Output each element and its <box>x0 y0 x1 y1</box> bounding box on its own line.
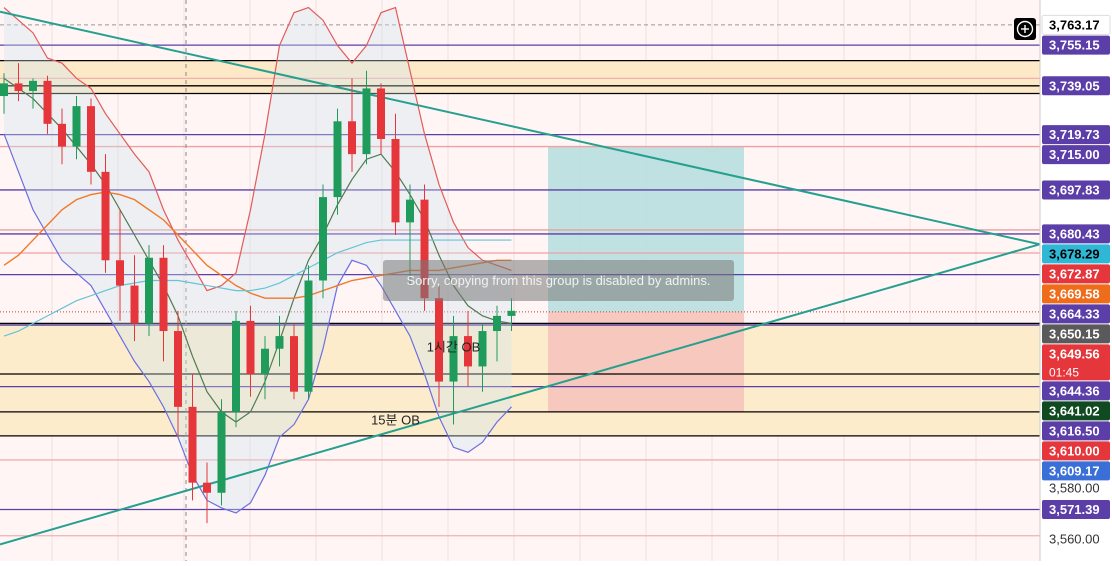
price-label-bg <box>1042 264 1110 284</box>
candle-body <box>72 106 81 147</box>
candle-body <box>43 80 52 124</box>
y-tick-label: 3,580.00 <box>1049 481 1100 496</box>
ob-zone <box>0 60 1040 94</box>
price-label-bg <box>1042 224 1110 244</box>
price-countdown: 01:45 <box>1049 365 1079 379</box>
candle-body <box>217 411 226 493</box>
price-label: 3,664.33 <box>1049 306 1100 321</box>
candle-body <box>0 83 8 97</box>
price-label-bg <box>1042 441 1110 461</box>
add-indicator-button[interactable] <box>1014 18 1036 40</box>
candle-body <box>406 199 414 223</box>
price-label-bg <box>1042 381 1110 401</box>
y-tick-label: 3,560.00 <box>1049 531 1100 546</box>
candle-body <box>145 257 153 324</box>
candle-body <box>507 310 516 316</box>
price-label: 3,672.87 <box>1049 266 1100 281</box>
price-label: 3,755.15 <box>1049 38 1100 53</box>
position-loss-zone <box>548 311 744 412</box>
price-label: 3,680.43 <box>1049 226 1100 241</box>
price-label: 3,678.29 <box>1049 246 1100 261</box>
candle-body <box>188 406 197 483</box>
price-label: 3,650.15 <box>1049 326 1100 341</box>
candle-body <box>464 336 472 367</box>
price-label: 3,610.00 <box>1049 443 1100 458</box>
ob-zone <box>0 323 1040 436</box>
trendline <box>0 243 1041 546</box>
trendline <box>0 10 1041 246</box>
candle-body <box>246 320 255 374</box>
price-label-bg <box>1042 461 1110 481</box>
price-label-bg <box>1042 284 1110 304</box>
candle-body <box>232 320 240 412</box>
price-label: 3,571.39 <box>1049 502 1100 517</box>
candle-body <box>203 482 211 493</box>
candle-body <box>493 315 501 332</box>
candle-body <box>449 336 458 382</box>
candle-body <box>348 121 356 155</box>
candle-body <box>319 197 327 281</box>
price-label-bg <box>1041 14 1111 35</box>
price-label: 3,763.17 <box>1049 17 1100 32</box>
price-label-bg <box>1042 324 1110 344</box>
price-label-bg <box>1042 344 1110 381</box>
price-label: 3,719.73 <box>1049 127 1100 142</box>
price-label: 3,715.00 <box>1049 147 1100 162</box>
candle-body <box>377 88 385 139</box>
candle-body <box>290 336 298 392</box>
candle-body <box>174 331 182 407</box>
price-label: 3,739.05 <box>1049 78 1100 93</box>
candle-body <box>14 83 23 91</box>
annotation-label: 1시간 OB <box>427 339 481 354</box>
candle-body <box>478 331 487 367</box>
annotation-label: 15분 OB <box>371 413 420 428</box>
candle-body <box>420 199 429 299</box>
bollinger-upper-line <box>3 6 512 292</box>
candle-body <box>362 88 371 155</box>
candle-body <box>101 171 110 261</box>
candle-body <box>333 121 342 198</box>
price-label-bg <box>1042 304 1110 324</box>
candle-body <box>391 138 400 223</box>
price-label-bg <box>1042 244 1110 264</box>
price-label-bg <box>1042 145 1110 165</box>
candle-body <box>159 257 168 332</box>
price-label-bg <box>1042 180 1110 200</box>
candle-body <box>275 336 284 349</box>
candle-body <box>116 260 124 286</box>
candle-body <box>130 285 139 324</box>
candle-body <box>58 123 66 147</box>
candle-body <box>435 298 443 382</box>
candle-body <box>261 348 269 374</box>
price-label: 3,609.17 <box>1049 463 1100 478</box>
price-label: 3,616.50 <box>1049 423 1100 438</box>
price-label-bg <box>1042 401 1110 421</box>
price-label: 3,641.02 <box>1049 403 1100 418</box>
candle-body <box>304 280 313 392</box>
price-label-bg <box>1042 125 1110 145</box>
price-label: 3,669.58 <box>1049 286 1100 301</box>
price-label-bg <box>1042 35 1110 55</box>
candle-body <box>87 106 95 172</box>
bollinger-lower-line <box>3 133 512 514</box>
price-label-bg <box>1042 76 1110 96</box>
copy-disabled-toast: Sorry, copying from this group is disabl… <box>383 260 734 301</box>
price-label: 3,649.56 <box>1049 346 1100 361</box>
plus-circle-icon <box>1016 20 1034 38</box>
price-label: 3,697.83 <box>1049 182 1100 197</box>
price-label-bg <box>1042 421 1110 441</box>
candle-body <box>29 80 37 91</box>
price-label-bg <box>1042 499 1110 519</box>
price-label: 3,644.36 <box>1049 383 1100 398</box>
